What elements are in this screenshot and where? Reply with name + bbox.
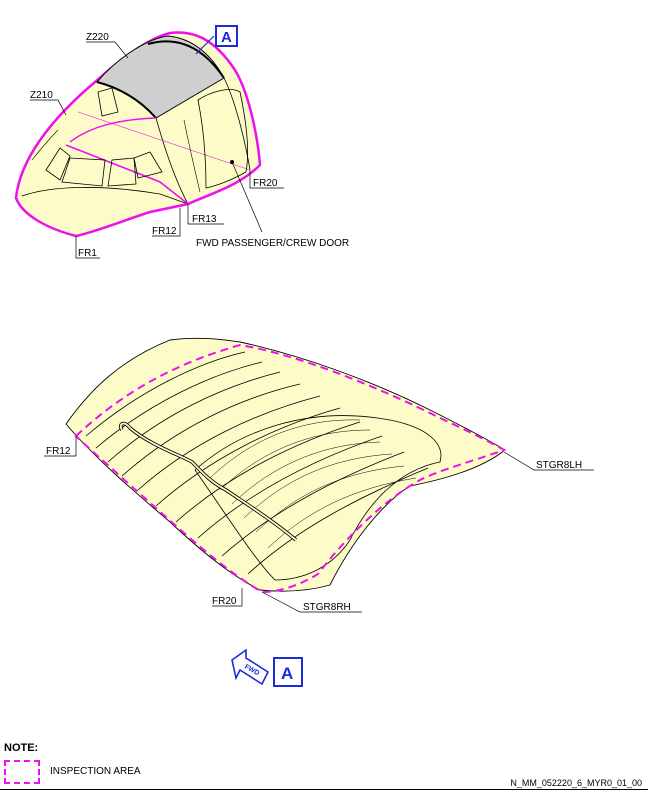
label-stgr8rh: STGR8RH (303, 602, 351, 613)
window-4 (133, 151, 163, 179)
label-fr13: FR13 (192, 214, 217, 225)
fwd-arrow-icon (231, 648, 270, 686)
label-stgr8lh: STGR8LH (536, 460, 582, 471)
label-door: FWD PASSENGER/CREW DOOR (196, 238, 349, 249)
note-title: NOTE: (4, 742, 39, 754)
label-z210: Z210 (30, 90, 53, 101)
footer-rule (0, 789, 648, 790)
label-z220: Z220 (86, 32, 109, 43)
z220-panel-edge-top (147, 40, 225, 79)
leader-view-a (195, 35, 215, 55)
frame-line-20 (223, 77, 251, 171)
leader-fr13 (187, 204, 224, 225)
frame-line-12 (155, 117, 189, 205)
z220-panel-edge (96, 81, 157, 119)
inspection-area-legend-text: INSPECTION AREA (50, 766, 141, 777)
view-a-arrow-label: A (281, 664, 293, 683)
window-2 (61, 157, 106, 187)
door-inner (183, 119, 201, 193)
window-5 (97, 87, 119, 117)
inspection-area-outline (74, 343, 507, 594)
leader-stgr8lh (503, 451, 594, 471)
leader-fr12 (152, 208, 181, 237)
fwd-direction-indicator: FWD A (231, 648, 303, 687)
roof-panel-detail-view: FR12 STGR8LH FR20 STGR8RH (44, 337, 594, 613)
view-a-label: A (221, 29, 232, 46)
label-fr20-bottom: FR20 (212, 596, 237, 607)
zone-divider (65, 144, 189, 205)
inner-skin-panel (194, 415, 442, 581)
leader-door (231, 161, 263, 233)
window-1 (45, 147, 71, 181)
label-fr1: FR1 (78, 248, 97, 259)
drawing-id: N_MM_052220_6_MYR0_01_00 (510, 778, 642, 788)
leader-fr12-bottom (44, 436, 77, 457)
cabin-inner-line (21, 187, 189, 205)
view-a-arrow-box[interactable] (273, 657, 303, 687)
leader-z220 (86, 41, 129, 59)
label-fr12-top: FR12 (152, 226, 177, 237)
inspection-area-legend-swatch (4, 760, 40, 784)
radome-line (31, 129, 59, 161)
leader-fr20 (249, 170, 284, 189)
nose-section-view: Z220 Z210 FR1 FR12 FR13 FR20 FWD PASSENG… (14, 25, 349, 259)
leader-z210 (30, 99, 67, 116)
label-fr12-bottom: FR12 (46, 446, 71, 457)
leader-fr1 (75, 236, 100, 259)
zone-divider-diag (77, 111, 251, 171)
view-a-box[interactable] (215, 25, 238, 47)
label-fr20-top: FR20 (253, 178, 278, 189)
frame-ribs (85, 351, 429, 575)
passenger-door (197, 89, 249, 189)
leader-fr20-bottom (212, 588, 243, 607)
frame-line-13 (69, 117, 157, 143)
leader-stgr8rh (261, 591, 362, 613)
roof-harness-core (119, 422, 297, 541)
